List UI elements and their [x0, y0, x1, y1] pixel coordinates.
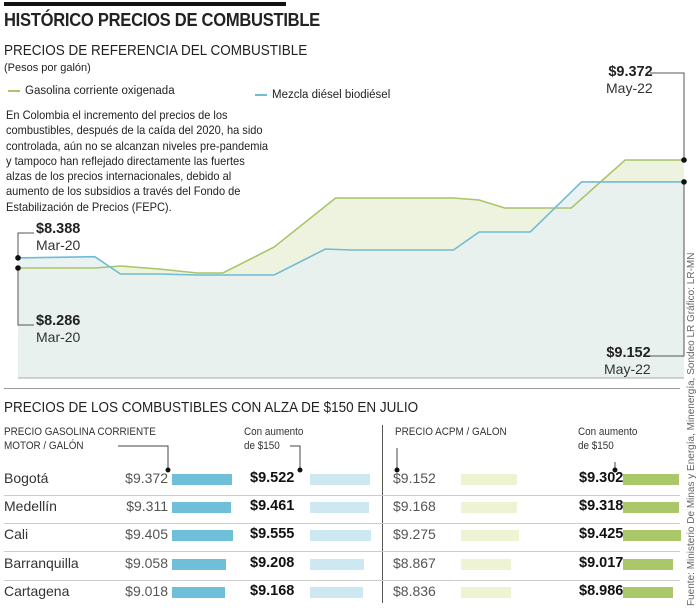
price-acpm-up: $9.425 — [579, 526, 624, 542]
legend-swatch — [255, 94, 267, 96]
header-line: Con aumento — [244, 426, 304, 438]
bar-gas-up — [310, 530, 371, 541]
price-acpm-up: $9.302 — [579, 470, 624, 486]
header-gas: PRECIO GASOLINA CORRIENTE MOTOR / GALÓN — [4, 425, 156, 453]
price-acpm-up: $9.017 — [579, 555, 624, 571]
endpoint-marker-3 — [681, 179, 687, 185]
annotation-value: $8.286 — [36, 313, 81, 329]
bar-acpm — [461, 502, 517, 513]
header-line: PRECIO GASOLINA CORRIENTE — [4, 426, 156, 438]
legend-diesel: Mezcla diésel biodiésel — [255, 89, 390, 101]
price-gas: $9.058 — [125, 555, 168, 571]
header-line: PRECIO ACPM / GALON — [395, 426, 507, 438]
header-line: Con aumento — [578, 426, 638, 438]
table-title: PRECIOS DE LOS COMBUSTIBLES CON ALZA DE … — [4, 399, 419, 416]
price-gas-up: $9.461 — [250, 498, 295, 514]
city-name: Bogotá — [4, 470, 49, 486]
annotation-value: $9.372 — [608, 64, 653, 80]
annotation-date: May-22 — [606, 80, 653, 96]
bar-acpm — [461, 530, 519, 541]
annotation-value: $8.388 — [36, 221, 81, 237]
annotation-date: May-22 — [604, 361, 651, 377]
price-acpm: $9.275 — [393, 526, 436, 542]
bar-acpm — [461, 587, 511, 598]
legend-swatch — [8, 90, 20, 92]
header-line: de $150 — [578, 440, 614, 452]
endpoint-marker-1 — [15, 265, 21, 271]
endpoint-marker-2 — [681, 157, 687, 163]
column-divider — [382, 425, 383, 603]
annotation-end-top: $9.372 May-22 — [606, 64, 653, 96]
line-chart — [15, 72, 687, 379]
header-line: de $150 — [244, 440, 280, 452]
price-acpm: $8.867 — [393, 555, 436, 571]
chart-title: PRECIOS DE REFERENCIA DEL COMBUSTIBLE — [4, 42, 308, 59]
bar-gas-up — [310, 587, 363, 598]
bar-gas — [172, 559, 226, 570]
header-acpm: PRECIO ACPM / GALON — [395, 425, 507, 439]
bar-acpm — [461, 559, 511, 570]
city-name: Cartagena — [4, 583, 70, 599]
header-acpm-up: Con aumento de $150 — [578, 425, 637, 453]
bar-acpm — [461, 474, 517, 485]
price-gas-up: $9.208 — [250, 555, 295, 571]
page-title: HISTÓRICO PRECIOS DE COMBUSTIBLE — [4, 10, 320, 30]
top-rule — [4, 2, 286, 6]
chart-units: (Pesos por galón) — [4, 62, 91, 74]
row-divider — [4, 495, 680, 496]
area-fill-1 — [18, 181, 684, 378]
endpoint-marker-0 — [15, 255, 21, 261]
bar-acpm-up — [623, 559, 673, 570]
series-line-1 — [17, 181, 684, 276]
bar-gas — [172, 474, 232, 485]
bar-acpm-up — [623, 502, 679, 513]
price-acpm: $9.152 — [393, 470, 436, 486]
annotation-start-bottom: $8.286 Mar-20 — [36, 313, 80, 345]
section-divider — [4, 388, 680, 389]
series-line-0 — [18, 159, 684, 274]
price-gas: $9.311 — [126, 498, 168, 514]
price-gas-up: $9.168 — [250, 583, 295, 599]
row-divider — [4, 580, 680, 581]
leader-end-bottom — [650, 181, 685, 357]
row-divider — [4, 523, 680, 524]
bar-gas-up — [310, 559, 364, 570]
bar-gas — [172, 530, 233, 541]
annotation-date: Mar-20 — [36, 237, 81, 253]
price-acpm: $9.168 — [393, 498, 436, 514]
price-gas-up: $9.522 — [250, 470, 295, 486]
legend-label: Gasolina corriente oxigenada — [25, 85, 175, 97]
legend-label: Mezcla diésel biodiésel — [272, 89, 391, 101]
annotation-date: Mar-20 — [36, 329, 81, 345]
city-name: Cali — [4, 526, 29, 542]
price-gas: $9.372 — [125, 470, 168, 486]
leader-start-top — [17, 232, 34, 258]
price-acpm-up: $8.986 — [579, 583, 624, 599]
bar-acpm-up — [623, 530, 681, 541]
header-gas-up: Con aumento de $150 — [244, 425, 303, 453]
annotation-end-bottom: $9.152 May-22 — [604, 345, 651, 377]
chart-description: En Colombia el incremento del precios de… — [6, 108, 269, 214]
price-acpm: $8.836 — [393, 583, 436, 599]
bar-acpm-up — [623, 474, 679, 485]
price-gas: $9.405 — [125, 526, 168, 542]
annotation-value: $9.152 — [606, 345, 651, 361]
legend-gasolina: Gasolina corriente oxigenada — [8, 85, 175, 97]
city-name: Medellín — [4, 498, 57, 514]
leader-start-bottom — [17, 268, 34, 326]
annotation-start-top: $8.388 Mar-20 — [36, 221, 80, 253]
bar-gas — [172, 502, 231, 513]
bar-gas-up — [310, 474, 370, 485]
header-line: MOTOR / GALÓN — [4, 440, 84, 452]
price-gas-up: $9.555 — [250, 526, 295, 542]
row-divider — [4, 551, 680, 552]
leader-end-top — [650, 72, 685, 160]
bar-acpm-up — [623, 587, 673, 598]
price-acpm-up: $9.318 — [579, 498, 624, 514]
bar-gas — [172, 587, 225, 598]
city-name: Barranquilla — [4, 555, 79, 571]
bar-gas-up — [310, 502, 369, 513]
price-gas: $9.018 — [125, 583, 168, 599]
